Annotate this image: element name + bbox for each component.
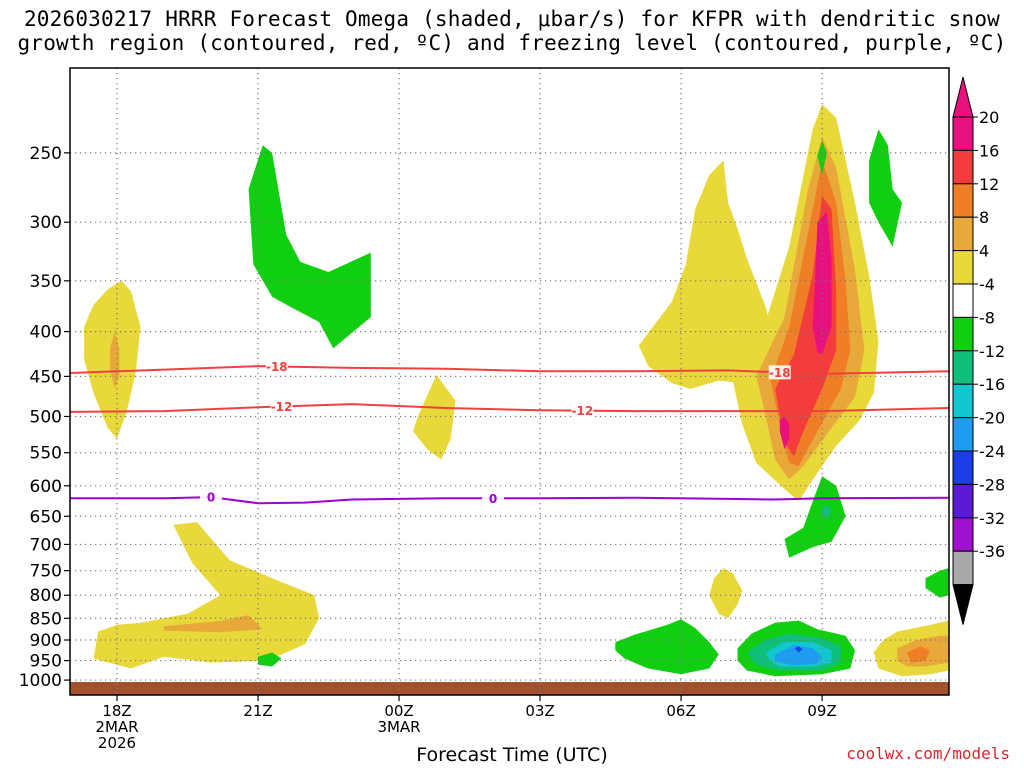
- omega-region-6: [258, 652, 282, 667]
- colorbar-swatch-4: [952, 216, 974, 252]
- colorbar: 20 16 12 8 4 -4 -8 -12 -16 -20 -24 -28 -32 -36: [952, 76, 1005, 625]
- omega-region-15: [817, 140, 827, 175]
- colorbar-swatch-8: [952, 350, 974, 385]
- dgz-minus-18-label-bg-2: [768, 365, 791, 380]
- y-tick-label-1000: 1000: [19, 671, 62, 691]
- x-tick-label-10-1: 03Z: [525, 702, 554, 720]
- omega-region-7: [413, 374, 456, 460]
- y-tick-label-300: 300: [30, 213, 62, 233]
- colorbar-label-2: 16: [979, 141, 999, 160]
- omega-region-14: [779, 416, 790, 450]
- colorbar-swatch-9: [952, 383, 974, 419]
- y-tick-label-550: 550: [30, 444, 62, 464]
- omega-region-20: [615, 619, 719, 675]
- omega-region-17: [784, 476, 846, 558]
- omega-region-16: [869, 129, 902, 247]
- colorbar-bottom-cap: [952, 584, 974, 625]
- x-tick-label-1-1: 18Z: [102, 702, 131, 720]
- x-tick-label-7-2: 3MAR: [377, 718, 420, 736]
- y-tick-label-600: 600: [30, 477, 62, 497]
- omega-region-5: [248, 145, 371, 349]
- x-tick-label-13-1: 06Z: [666, 702, 695, 720]
- colorbar-label-11: -24: [979, 442, 1005, 461]
- colorbar-label-9: -16: [979, 375, 1005, 394]
- colorbar-swatch-1: [952, 116, 974, 151]
- y-tick-label-700: 700: [30, 535, 62, 555]
- omega-region-3: [93, 522, 320, 669]
- colorbar-swatch-10: [952, 417, 974, 452]
- freezing-level-label-bg-2: [482, 491, 505, 506]
- colorbar-label-4: 8: [979, 208, 989, 227]
- x-tick-label-16-1: 09Z: [807, 702, 836, 720]
- colorbar-swatch-14: [952, 550, 974, 586]
- x-tick-label-7-1: 00Z: [384, 702, 413, 720]
- colorbar-label-5: 4: [979, 242, 989, 261]
- y-tick-label-850: 850: [30, 609, 62, 629]
- colorbar-swatch-13: [952, 517, 974, 552]
- freezing-level-label-bg-1: [200, 490, 223, 505]
- y-tick-label-400: 400: [30, 323, 62, 343]
- y-tick-label-450: 450: [30, 367, 62, 387]
- y-tick-label-250: 250: [30, 144, 62, 164]
- x-axis-title: Forecast Time (UTC): [416, 744, 608, 766]
- dgz-minus-12-label-2: -12: [572, 404, 594, 418]
- y-tick-label-350: 350: [30, 272, 62, 292]
- y-tick-label-950: 950: [30, 652, 62, 672]
- dgz-minus-12-label-1: -12: [271, 400, 293, 414]
- omega-region-25: [794, 646, 803, 653]
- colorbar-label-8: -12: [979, 342, 1005, 361]
- colorbar-swatch-2: [952, 149, 974, 185]
- plot-area: -18 -18 -12 -12 0 0: [70, 68, 949, 695]
- freezing-level-label-2: 0: [489, 492, 497, 506]
- colorbar-swatch-7: [952, 316, 974, 352]
- dgz-minus-12-label-bg-1: [270, 399, 293, 414]
- dgz-minus-18-label-bg-1: [265, 359, 288, 374]
- dgz-minus-18-label-2: -18: [769, 366, 791, 380]
- chart-title-line-2: growth region (contoured, red, ºC) and f…: [17, 31, 1007, 55]
- colorbar-swatch-3: [952, 183, 974, 218]
- omega-region-2: [110, 331, 120, 389]
- colorbar-label-6: -4: [979, 275, 995, 294]
- y-tick-label-500: 500: [30, 407, 62, 427]
- y-tick-label-750: 750: [30, 562, 62, 582]
- colorbar-label-10: -20: [979, 409, 1005, 428]
- colorbar-label-12: -28: [979, 475, 1005, 494]
- x-tick-label-4-1: 21Z: [243, 702, 272, 720]
- y-tick-label-900: 900: [30, 631, 62, 651]
- omega-region-28: [906, 646, 931, 663]
- chart-title-line-1: 2026030217 HRRR Forecast Omega (shaded, …: [23, 7, 1001, 31]
- dgz-minus-12-contour: [70, 403, 949, 413]
- colorbar-label-3: 12: [979, 175, 999, 194]
- colorbar-swatch-5: [952, 250, 974, 285]
- dgz-minus-18-label-1: -18: [266, 360, 288, 374]
- colorbar-label-13: -32: [979, 509, 1005, 528]
- omega-region-4: [164, 615, 263, 633]
- x-tick-label-1-3: 2026: [98, 734, 136, 752]
- colorbar-label-7: -8: [979, 308, 995, 327]
- colorbar-swatch-12: [952, 483, 974, 519]
- source-credit: coolwx.com/models: [846, 744, 1010, 763]
- ground-surface: [70, 681, 949, 695]
- omega-region-19: [709, 568, 743, 619]
- y-tick-label-800: 800: [30, 586, 62, 606]
- colorbar-swatch-11: [952, 450, 974, 485]
- colorbar-top-cap: [952, 76, 974, 118]
- dgz-minus-12-label-bg-2: [571, 403, 594, 418]
- colorbar-label-14: -36: [979, 542, 1005, 561]
- plot-frame: [69, 67, 950, 696]
- colorbar-label-1: 20: [979, 108, 999, 127]
- omega-region-29: [925, 568, 949, 598]
- x-tick-label-1-2: 2MAR: [95, 718, 138, 736]
- colorbar-swatch-6: [952, 283, 974, 318]
- omega-region-18: [822, 504, 832, 520]
- freezing-level-label-1: 0: [207, 491, 215, 505]
- y-tick-label-650: 650: [30, 507, 62, 527]
